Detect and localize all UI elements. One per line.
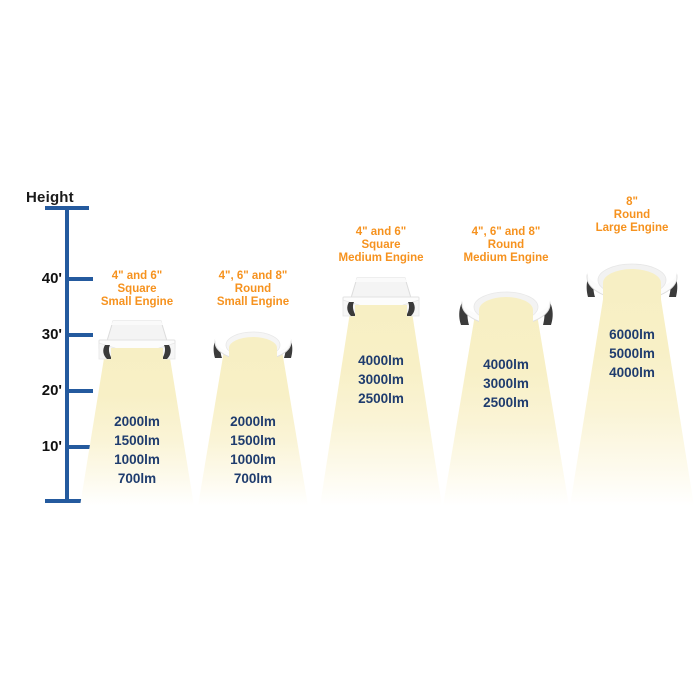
group-heading-line-1: 4", 6" and 8" (218, 270, 288, 282)
fixture-square-small (85, 319, 189, 361)
group-heading-line-3: Small Engine (216, 296, 290, 308)
group-heading-line-2: Round (234, 283, 272, 295)
lumen-value: 4000lm (358, 353, 404, 368)
lumen-value: 700lm (117, 471, 157, 486)
lumen-list: 2000lm 1500lm 1000lm 700lm (230, 412, 276, 488)
group-heading: 4", 6" and 8" Round Medium Engine (464, 226, 549, 265)
lumen-value: 4000lm (609, 365, 655, 380)
axis-tick-label-20: 20' (41, 382, 62, 399)
axis-tick-20 (67, 389, 93, 393)
lumen-list: 4000lm 3000lm 2500lm (483, 355, 529, 412)
fixture-round-small (201, 320, 305, 362)
group-heading-line-3: Large Engine (595, 222, 669, 234)
group-heading-line-1: 4", 6" and 8" (471, 226, 541, 238)
axis-tick-label-10: 10' (41, 438, 62, 455)
lumen-list: 6000lm 5000lm 4000lm (609, 325, 655, 382)
lumen-value: 2000lm (114, 414, 160, 429)
axis-tick-10 (67, 445, 93, 449)
lumen-value: 2000lm (230, 414, 276, 429)
fixture-round-large (573, 251, 691, 303)
lumen-value: 3000lm (483, 376, 529, 391)
group-heading-line-3: Small Engine (100, 296, 174, 308)
axis-title: Height (26, 189, 74, 206)
lumen-value: 3000lm (358, 372, 404, 387)
group-heading: 8" Round Large Engine (596, 196, 669, 235)
lumen-value: 4000lm (483, 357, 529, 372)
group-heading-line-1: 4" and 6" (355, 226, 407, 238)
fixture-square-medium (329, 276, 433, 318)
axis-vertical-line (65, 206, 69, 503)
group-heading: 4" and 6" Square Small Engine (101, 270, 173, 309)
lumen-value: 1500lm (230, 433, 276, 448)
group-heading-line-1: 4" and 6" (111, 270, 163, 282)
lumen-value: 1500lm (114, 433, 160, 448)
lumen-value: 2500lm (483, 395, 529, 410)
axis-tick-label-30: 30' (41, 326, 62, 343)
axis-tick-40 (67, 277, 93, 281)
group-heading: 4", 6" and 8" Round Small Engine (217, 270, 289, 309)
group-heading-line-2: Square (361, 239, 401, 251)
group-heading-line-3: Medium Engine (338, 252, 424, 264)
light-beam (570, 281, 694, 506)
group-heading-line-1: 8" (626, 196, 638, 208)
lumen-value: 6000lm (609, 327, 655, 342)
axis-tick-label-40: 40' (41, 270, 62, 287)
lumen-list: 4000lm 3000lm 2500lm (358, 351, 404, 408)
lumen-value: 2500lm (358, 391, 404, 406)
lumen-value: 5000lm (609, 346, 655, 361)
fixture-round-medium (447, 279, 565, 329)
axis-tick-30 (67, 333, 93, 337)
lumen-value: 1000lm (230, 452, 276, 467)
lumen-value: 700lm (233, 471, 273, 486)
group-heading-line-2: Round (487, 239, 525, 251)
group-heading-line-2: Square (117, 283, 157, 295)
group-heading: 4" and 6" Square Medium Engine (339, 226, 424, 265)
lumen-list: 2000lm 1500lm 1000lm 700lm (114, 412, 160, 488)
group-heading-line-3: Medium Engine (463, 252, 549, 264)
lumen-value: 1000lm (114, 452, 160, 467)
axis-cap-bottom (45, 499, 89, 503)
group-heading-line-2: Round (613, 209, 651, 221)
